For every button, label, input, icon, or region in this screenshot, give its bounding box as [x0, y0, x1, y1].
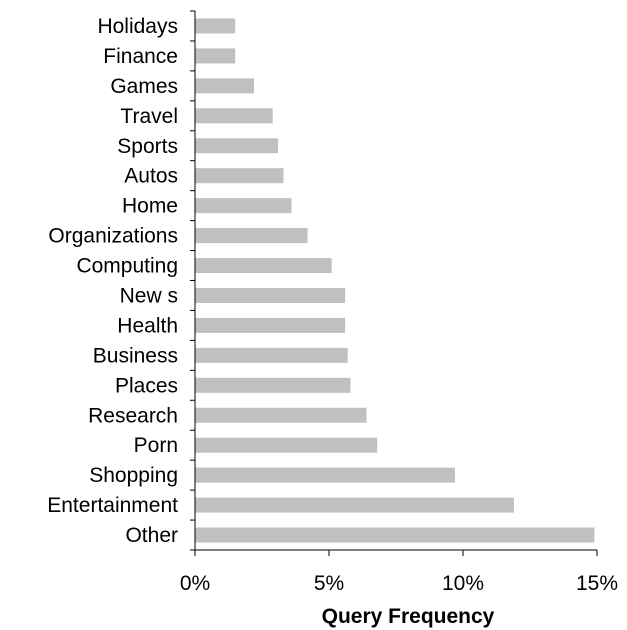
- category-label-16: Entertainment: [47, 494, 178, 517]
- category-label-12: Places: [115, 374, 178, 397]
- x-tick-label-3: 15%: [576, 572, 618, 595]
- bar-2: [195, 78, 254, 94]
- bar-5: [195, 168, 284, 184]
- category-label-14: Porn: [134, 434, 178, 457]
- bar-15: [195, 467, 455, 483]
- bar-3: [195, 108, 273, 124]
- x-tick-label-0: 0%: [180, 572, 210, 595]
- bar-11: [195, 347, 348, 363]
- category-label-3: Travel: [120, 105, 178, 128]
- x-tick-label-1: 5%: [314, 572, 344, 595]
- category-labels-group: Holidays Finance Games Travel Sports Autos Hom…: [47, 15, 178, 547]
- category-label-1: Finance: [103, 45, 178, 68]
- category-label-4: Sports: [117, 135, 178, 158]
- category-label-13: Research: [88, 404, 178, 427]
- category-label-7: Organizations: [48, 225, 178, 248]
- bar-7: [195, 228, 308, 244]
- bar-14: [195, 437, 378, 453]
- bar-4: [195, 138, 279, 154]
- x-axis-title: Query Frequency: [322, 605, 495, 628]
- bar-13: [195, 407, 367, 423]
- category-label-2: Games: [110, 75, 178, 98]
- category-label-15: Shopping: [89, 464, 178, 487]
- bar-16: [195, 497, 514, 513]
- category-label-8: Computing: [76, 255, 178, 278]
- bar-17: [195, 527, 595, 543]
- bar-1: [195, 48, 236, 64]
- bar-8: [195, 258, 332, 274]
- bar-6: [195, 198, 292, 214]
- category-label-10: Health: [117, 314, 178, 337]
- bars-group: [195, 18, 595, 543]
- bar-12: [195, 377, 351, 393]
- category-label-6: Home: [122, 195, 178, 218]
- x-ticks-group: 0% 5% 10% 15%: [180, 550, 618, 595]
- y-ticks-group: [190, 10, 195, 551]
- category-label-11: Business: [93, 344, 178, 367]
- bar-10: [195, 317, 346, 333]
- bar-0: [195, 18, 236, 34]
- bar-9: [195, 287, 346, 303]
- category-label-9: New s: [120, 284, 178, 307]
- category-label-0: Holidays: [97, 15, 178, 38]
- category-label-17: Other: [125, 524, 178, 547]
- category-label-5: Autos: [124, 165, 178, 188]
- x-tick-label-2: 10%: [442, 572, 484, 595]
